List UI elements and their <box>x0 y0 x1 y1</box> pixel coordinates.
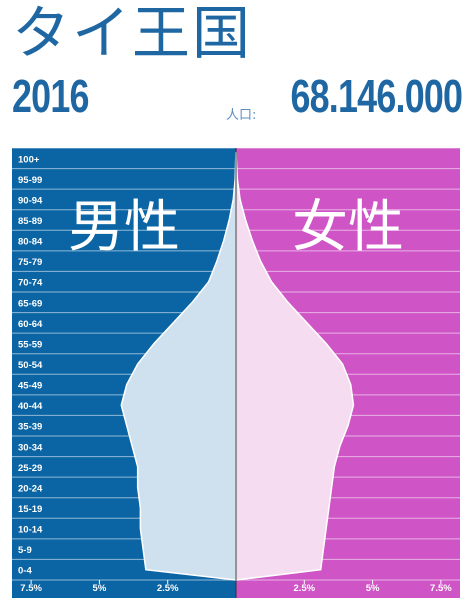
x-tick-label-right: 2.5% <box>293 583 315 594</box>
male-series-area <box>120 151 237 581</box>
age-label-10-14: 10-14 <box>18 525 43 536</box>
x-tick-label-left: 5% <box>93 583 107 594</box>
age-label-70-74: 70-74 <box>18 278 43 289</box>
x-tick-label-left: 7.5% <box>20 583 42 594</box>
age-label-45-49: 45-49 <box>18 381 42 392</box>
male-label: 男性 <box>68 195 180 258</box>
age-label-5-9: 5-9 <box>18 545 32 556</box>
age-label-35-39: 35-39 <box>18 422 42 433</box>
age-label-40-44: 40-44 <box>18 401 43 412</box>
age-label-95-99: 95-99 <box>18 175 42 186</box>
age-label-20-24: 20-24 <box>18 483 43 494</box>
country-title: タイ王国 <box>12 0 253 67</box>
x-tick-label-left: 2.5% <box>157 583 179 594</box>
age-label-30-34: 30-34 <box>18 442 43 453</box>
age-label-85-89: 85-89 <box>18 216 42 227</box>
x-tick-label-right: 5% <box>366 583 380 594</box>
age-label-15-19: 15-19 <box>18 504 42 515</box>
age-label-60-64: 60-64 <box>18 319 43 330</box>
age-label-0-4: 0-4 <box>18 566 32 577</box>
male-axis-strip <box>12 580 236 598</box>
age-label-65-69: 65-69 <box>18 298 42 309</box>
population-caption: 人口: <box>226 108 257 123</box>
age-label-75-79: 75-79 <box>18 257 42 268</box>
age-label-90-94: 90-94 <box>18 195 43 206</box>
year-label: 2016 <box>12 70 89 122</box>
x-tick-label-right: 7.5% <box>430 583 452 594</box>
age-label-80-84: 80-84 <box>18 237 43 248</box>
female-series-area <box>235 151 355 581</box>
population-value: 68.146.000 <box>290 70 463 122</box>
age-label-100+: 100+ <box>18 154 40 165</box>
age-label-25-29: 25-29 <box>18 463 42 474</box>
age-label-50-54: 50-54 <box>18 360 43 371</box>
female-label: 女性 <box>292 195 404 258</box>
female-axis-strip <box>236 580 460 598</box>
age-label-55-59: 55-59 <box>18 339 42 350</box>
